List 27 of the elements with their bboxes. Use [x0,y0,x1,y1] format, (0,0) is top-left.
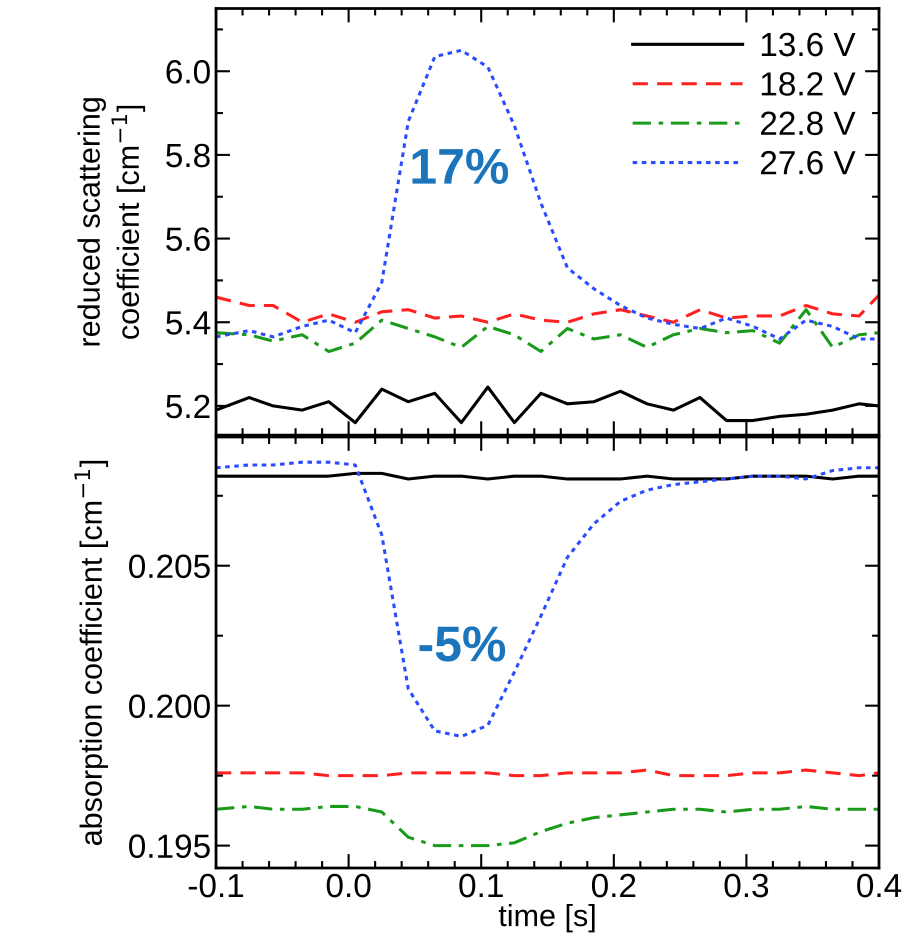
annotation: -5% [419,626,506,662]
y-tick-label: 0.205 [129,554,210,578]
x-tick-label: -0.1 [188,874,244,898]
y-tick-label: 5.2 [166,394,210,418]
line-series [216,804,879,848]
y-tick-label: 5.8 [166,144,210,168]
legend-label: 27.6 V [760,150,856,175]
y-axis-title: reduced scattering coefficient [cm$^{−1}$] [77,98,146,346]
x-axis-title: time [s] [498,904,595,932]
legend-label: 22.8 V [760,112,856,136]
annotation: 17% [412,148,508,184]
y-tick-label: 0.200 [129,694,210,718]
y-axis-title: absorption coefficient [cm$^{−1}$] [74,460,108,846]
x-tick-label: 0.1 [459,874,503,898]
legend-label: 13.6 V [762,32,856,56]
y-tick-label: 0.195 [129,834,210,858]
x-tick-label: 0.0 [326,874,370,898]
x-tick-label: 0.3 [724,874,768,898]
line-series [216,294,879,324]
x-tick-label: 0.2 [592,874,636,898]
x-tick-label: 0.4 [857,874,902,898]
line-series [216,308,879,354]
legend-label: 18.2 V [762,72,856,96]
line-series [216,460,879,738]
y-tick-label: 5.4 [166,311,210,335]
y-tick-label: 6.0 [166,60,210,84]
y-tick-label: 5.6 [166,227,210,251]
